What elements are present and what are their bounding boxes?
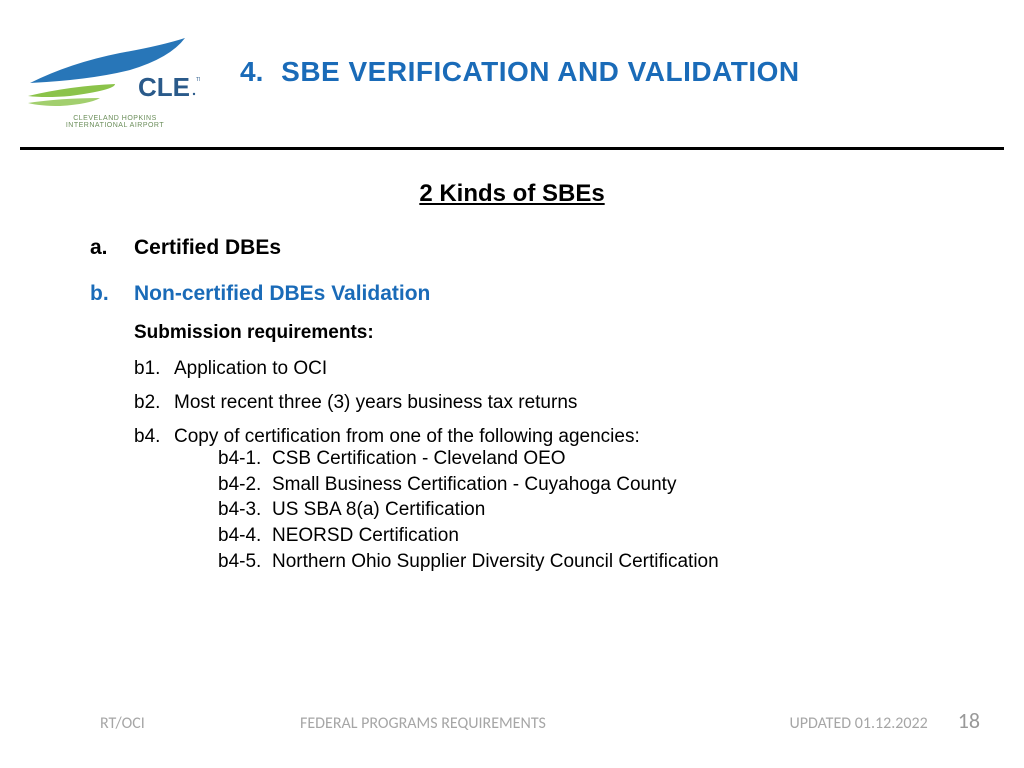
agency-num: b4-2. [218,472,272,498]
agency-item: b4-4. NEORSD Certification [218,523,934,549]
slide-footer: RT/OCI FEDERAL PROGRAMS REQUIREMENTS UPD… [0,707,1024,734]
req-line-b1: b1. Application to OCI [134,358,934,380]
page-number: 18 [958,707,980,734]
req-line-b4: b4. Copy of certification from one of th… [134,426,934,448]
agency-item: b4-3. US SBA 8(a) Certification [218,497,934,523]
agency-text: Northern Ohio Supplier Diversity Council… [272,549,719,575]
agency-num: b4-1. [218,446,272,472]
cle-airport-logo: CLE TM [20,28,200,118]
logo-area: CLE TM CLEVELAND HOPKINS INTERNATIONAL A… [20,28,210,129]
title-number: 4. [240,56,263,87]
list-item-b: b. Non-certified DBEs Validation Submiss… [90,282,934,574]
list-letter-b: b. [90,282,134,574]
slide-header: CLE TM CLEVELAND HOPKINS INTERNATIONAL A… [0,0,1024,129]
content-subtitle: 2 Kinds of SBEs [90,180,934,208]
footer-updated: UPDATED 01.12.2022 [790,714,928,733]
title-area: 4. SBE VERIFICATION AND VALIDATION [210,28,994,88]
agency-text: Small Business Certification - Cuyahoga … [272,472,676,498]
agency-item: b4-5. Northern Ohio Supplier Diversity C… [218,549,934,575]
agency-text: CSB Certification - Cleveland OEO [272,446,566,472]
req-num: b2. [134,392,174,414]
req-num: b1. [134,358,174,380]
footer-center: FEDERAL PROGRAMS REQUIREMENTS [300,714,790,733]
list-letter-a: a. [90,236,134,260]
submission-requirements-label: Submission requirements: [134,322,934,344]
req-text: Copy of certification from one of the fo… [174,426,640,448]
req-num: b4. [134,426,174,448]
svg-text:TM: TM [196,77,200,83]
req-text: Most recent three (3) years business tax… [174,392,577,414]
agency-text: NEORSD Certification [272,523,459,549]
agency-text: US SBA 8(a) Certification [272,497,485,523]
agency-num: b4-4. [218,523,272,549]
item-a-heading: Certified DBEs [134,236,934,260]
item-b-heading: Non-certified DBEs Validation [134,282,934,306]
req-text: Application to OCI [174,358,327,380]
slide-content: 2 Kinds of SBEs a. Certified DBEs b. Non… [0,150,1024,574]
list-item-a: a. Certified DBEs [90,236,934,260]
logo-brand-text: CLE [138,72,190,102]
footer-left: RT/OCI [100,714,300,733]
agency-num: b4-5. [218,549,272,575]
agency-item: b4-2. Small Business Certification - Cuy… [218,472,934,498]
logo-sub-line2: INTERNATIONAL AIRPORT [20,122,210,129]
agency-item: b4-1. CSB Certification - Cleveland OEO [218,446,934,472]
agency-num: b4-3. [218,497,272,523]
title-text: SBE VERIFICATION AND VALIDATION [281,56,799,87]
agency-list: b4-1. CSB Certification - Cleveland OEO … [218,446,934,574]
req-line-b2: b2. Most recent three (3) years business… [134,392,934,414]
